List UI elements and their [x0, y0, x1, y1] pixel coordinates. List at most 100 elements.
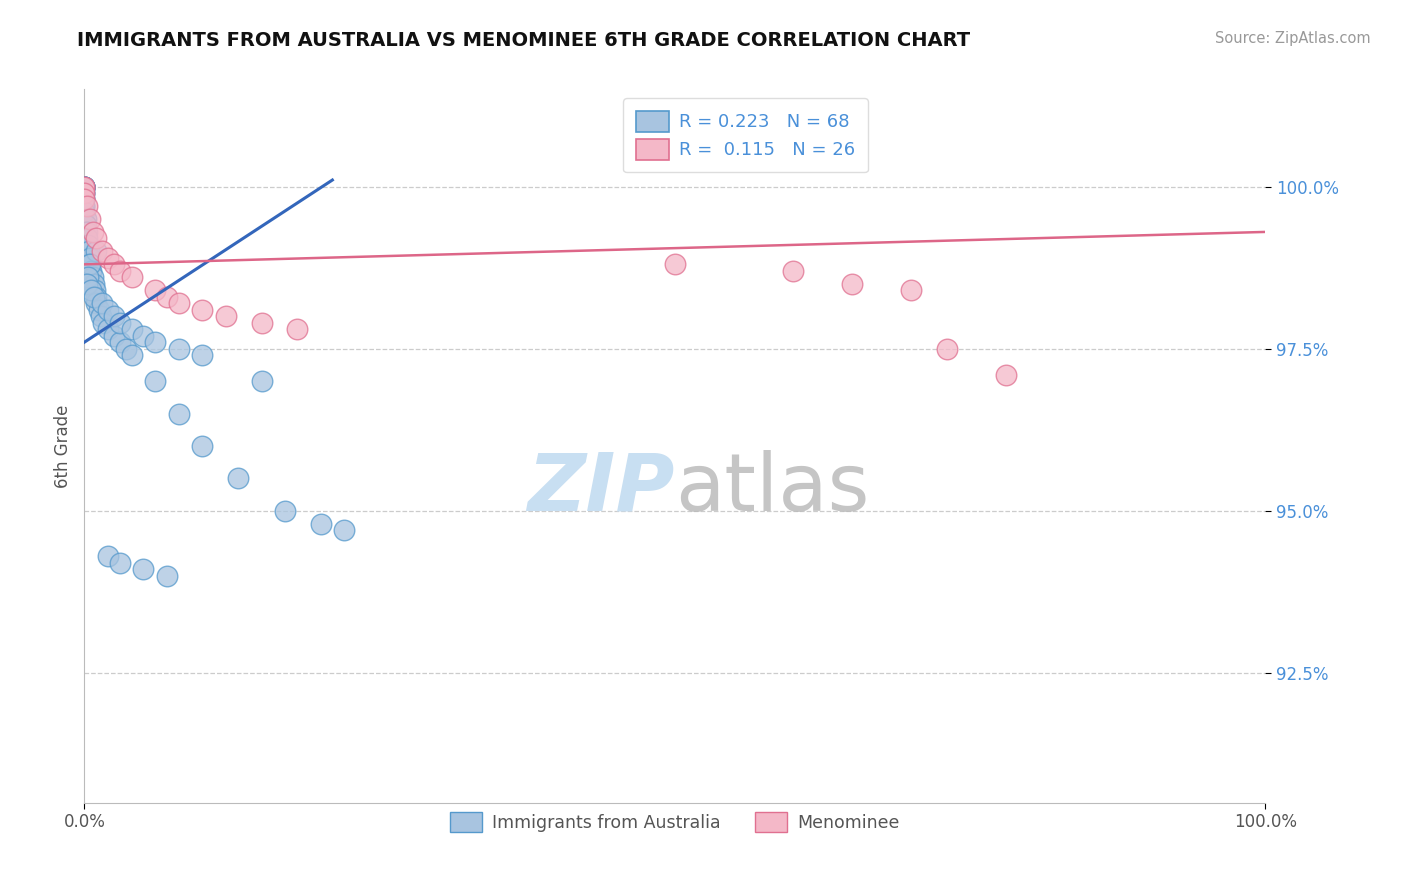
- Point: [73, 179, 96, 194]
- Point: [73, 179, 96, 194]
- Point: [900, 283, 922, 297]
- Text: ZIP: ZIP: [527, 450, 675, 528]
- Point: [84, 231, 107, 245]
- Point: [143, 374, 166, 388]
- Point: [285, 322, 308, 336]
- Point: [79, 257, 101, 271]
- Point: [79, 251, 101, 265]
- Point: [156, 290, 179, 304]
- Point: [75, 219, 97, 233]
- Point: [664, 257, 686, 271]
- Point: [79, 257, 101, 271]
- Point: [108, 335, 131, 350]
- Point: [84, 283, 107, 297]
- Point: [782, 264, 804, 278]
- Point: [87, 302, 110, 317]
- Point: [97, 302, 120, 317]
- Point: [73, 193, 96, 207]
- Point: [309, 516, 332, 531]
- Point: [250, 374, 273, 388]
- Point: [156, 568, 179, 582]
- Point: [73, 179, 96, 194]
- Point: [82, 225, 104, 239]
- Point: [121, 270, 143, 285]
- Point: [73, 193, 96, 207]
- Point: [73, 199, 96, 213]
- Legend: Immigrants from Australia, Menominee: Immigrants from Australia, Menominee: [439, 800, 911, 844]
- Point: [215, 310, 238, 324]
- Point: [75, 211, 97, 226]
- Point: [108, 264, 131, 278]
- Point: [76, 231, 98, 245]
- Point: [167, 342, 190, 356]
- Point: [121, 348, 143, 362]
- Point: [76, 277, 98, 291]
- Point: [73, 186, 96, 200]
- Point: [79, 211, 101, 226]
- Point: [97, 251, 120, 265]
- Point: [132, 562, 155, 576]
- Point: [73, 179, 96, 194]
- Point: [108, 556, 131, 570]
- Point: [76, 225, 98, 239]
- Point: [77, 238, 100, 252]
- Point: [75, 225, 97, 239]
- Point: [84, 290, 107, 304]
- Point: [91, 244, 114, 259]
- Point: [97, 322, 120, 336]
- Point: [91, 296, 114, 310]
- Point: [73, 179, 96, 194]
- Point: [73, 186, 96, 200]
- Point: [132, 328, 155, 343]
- Point: [80, 283, 103, 297]
- Point: [108, 316, 131, 330]
- Point: [73, 205, 96, 219]
- Point: [250, 316, 273, 330]
- Point: [73, 193, 96, 207]
- Point: [73, 179, 96, 194]
- Point: [73, 179, 96, 194]
- Text: atlas: atlas: [675, 450, 869, 528]
- Point: [77, 244, 100, 259]
- Point: [191, 439, 214, 453]
- Point: [103, 328, 125, 343]
- Point: [935, 342, 957, 356]
- Point: [91, 316, 114, 330]
- Point: [167, 407, 190, 421]
- Point: [73, 199, 96, 213]
- Point: [76, 199, 98, 213]
- Point: [274, 504, 297, 518]
- Point: [80, 264, 103, 278]
- Point: [143, 335, 166, 350]
- Point: [84, 244, 107, 259]
- Point: [73, 179, 96, 194]
- Point: [73, 179, 96, 194]
- Point: [97, 549, 120, 564]
- Point: [103, 257, 125, 271]
- Text: IMMIGRANTS FROM AUSTRALIA VS MENOMINEE 6TH GRADE CORRELATION CHART: IMMIGRANTS FROM AUSTRALIA VS MENOMINEE 6…: [77, 31, 970, 50]
- Point: [83, 277, 105, 291]
- Point: [73, 186, 96, 200]
- Point: [73, 179, 96, 194]
- Point: [994, 368, 1017, 382]
- Point: [143, 283, 166, 297]
- Text: 6th Grade: 6th Grade: [55, 404, 72, 488]
- Point: [73, 179, 96, 194]
- Point: [73, 179, 96, 194]
- Point: [114, 342, 136, 356]
- Point: [82, 270, 104, 285]
- Point: [84, 296, 107, 310]
- Text: Source: ZipAtlas.com: Source: ZipAtlas.com: [1215, 31, 1371, 46]
- Point: [73, 179, 96, 194]
- Point: [333, 524, 356, 538]
- Point: [191, 348, 214, 362]
- Point: [83, 290, 105, 304]
- Point: [167, 296, 190, 310]
- Point: [90, 310, 112, 324]
- Point: [191, 302, 214, 317]
- Point: [226, 471, 249, 485]
- Point: [121, 322, 143, 336]
- Point: [77, 270, 100, 285]
- Point: [841, 277, 863, 291]
- Point: [103, 310, 125, 324]
